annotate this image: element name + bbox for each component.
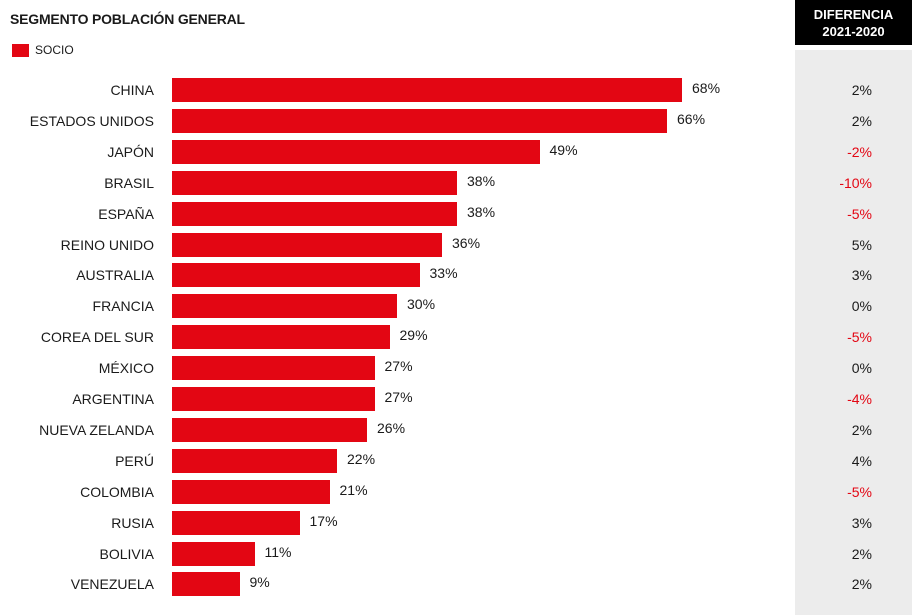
bar (172, 294, 397, 319)
difference-value: -10% (839, 174, 872, 191)
difference-value: 2% (851, 112, 872, 129)
legend-label: SOCIO (35, 43, 74, 57)
category-label: ESPAÑA (98, 205, 154, 222)
difference-panel (795, 50, 912, 615)
bar-value-label: 33% (429, 265, 458, 282)
chart-title: SEGMENTO POBLACIÓN GENERAL (10, 11, 245, 27)
bar-value-label: 38% (467, 172, 496, 189)
category-label: FRANCIA (92, 298, 154, 315)
category-label: BRASIL (104, 174, 154, 191)
difference-value: -4% (847, 391, 872, 407)
difference-header: DIFERENCIA 2021-2020 (795, 0, 912, 45)
category-label: BOLIVIA (99, 545, 154, 562)
bar (172, 108, 667, 133)
bar (172, 387, 375, 411)
bar (172, 417, 367, 442)
difference-value: 2% (851, 421, 872, 438)
bar-value-label: 29% (399, 327, 428, 344)
bar (172, 263, 420, 288)
bar-value-label: 27% (384, 358, 413, 375)
difference-value: -5% (847, 483, 872, 500)
bar (172, 541, 255, 566)
bar-value-label: 26% (377, 419, 406, 436)
category-label: JAPÓN (107, 143, 154, 160)
bar (172, 448, 337, 473)
bar-value-label: 17% (309, 512, 338, 529)
difference-value: 5% (851, 236, 872, 253)
category-label: PERÚ (115, 452, 154, 469)
difference-value: 2% (851, 545, 872, 562)
bar (172, 139, 540, 164)
bar (172, 78, 682, 102)
bar-value-label: 36% (452, 234, 481, 251)
legend-swatch (12, 43, 29, 57)
bar-value-label: 68% (692, 80, 721, 96)
bar (172, 356, 375, 381)
category-label: CHINA (110, 82, 154, 98)
bar (172, 201, 457, 226)
bar (172, 325, 390, 350)
bar-value-label: 27% (384, 389, 413, 405)
category-label: REINO UNIDO (60, 236, 154, 253)
category-label: AUSTRALIA (76, 267, 154, 284)
category-label: ARGENTINA (72, 391, 154, 407)
bar-value-label: 30% (407, 296, 436, 313)
difference-value: 0% (851, 360, 872, 377)
difference-value: -5% (847, 329, 872, 346)
category-label: VENEZUELA (70, 576, 154, 593)
difference-header-line2: 2021-2020 (822, 23, 885, 39)
bar-value-label: 22% (347, 450, 376, 467)
bar (172, 170, 457, 195)
difference-value: 2% (851, 576, 872, 593)
legend: SOCIO (12, 43, 74, 57)
difference-value: 2% (851, 82, 872, 98)
bar-value-label: 21% (339, 481, 368, 498)
category-label: NUEVA ZELANDA (39, 421, 154, 438)
difference-value: -2% (847, 143, 872, 160)
bar-value-label: 9% (249, 574, 270, 591)
bar (172, 510, 300, 535)
difference-value: 0% (851, 298, 872, 315)
bar (172, 232, 442, 257)
difference-header-line1: DIFERENCIA (813, 6, 894, 22)
difference-value: 3% (851, 267, 872, 284)
category-label: MÉXICO (98, 360, 154, 377)
category-label: ESTADOS UNIDOS (29, 112, 154, 129)
bar (172, 479, 330, 504)
difference-value: 3% (851, 514, 872, 531)
difference-value: 4% (851, 452, 872, 469)
category-label: COLOMBIA (80, 483, 154, 500)
bar-value-label: 11% (264, 543, 292, 560)
bar-value-label: 49% (549, 141, 578, 158)
bar-value-label: 38% (467, 203, 496, 220)
bar-value-label: 66% (677, 110, 706, 127)
bar (172, 572, 240, 597)
category-label: COREA DEL SUR (40, 329, 154, 346)
category-label: RUSIA (111, 514, 154, 531)
difference-value: -5% (847, 205, 872, 222)
